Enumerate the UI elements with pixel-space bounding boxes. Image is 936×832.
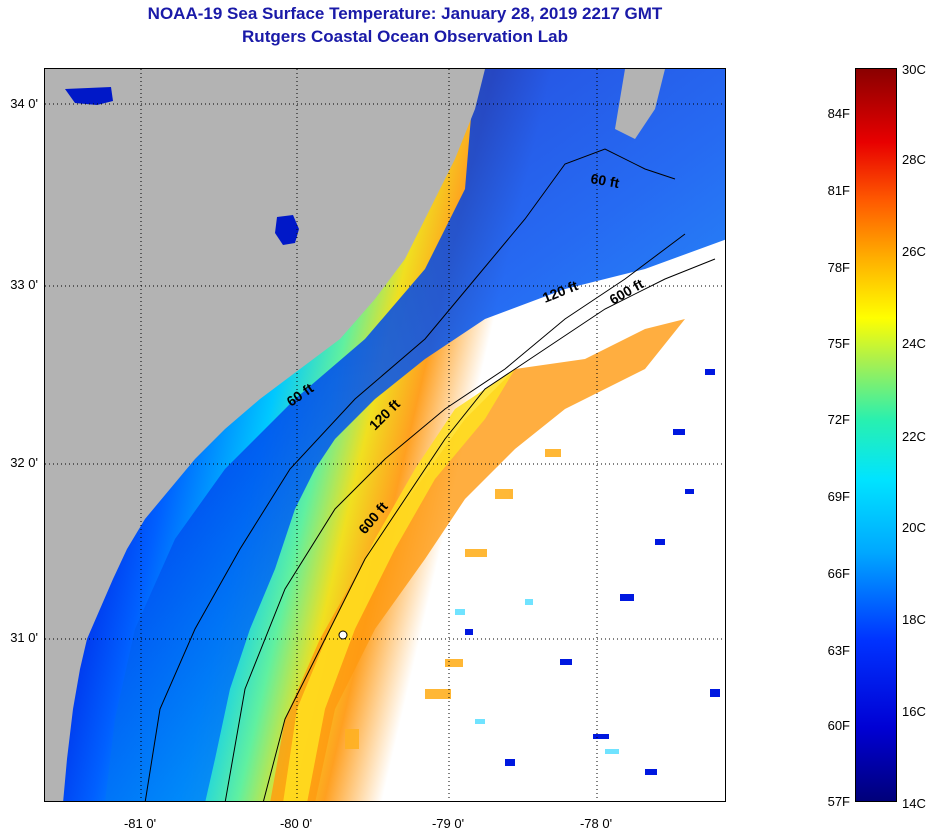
longitude-label-81: -81 0': [123, 816, 157, 831]
isobath-600ft: [263, 258, 716, 801]
latitude-label-31: 31 0': [10, 630, 38, 645]
contour-label-60ft-north: 60 ft: [589, 170, 620, 191]
colorbar-f-63: 63F: [827, 643, 850, 658]
colorbar-f-78: 78F: [827, 260, 850, 275]
longitude-label-80: -80 0': [279, 816, 313, 831]
colorbar-f-60: 60F: [827, 718, 850, 733]
land: [45, 69, 485, 801]
colorbar-f-81: 81F: [827, 183, 850, 198]
longitude-label-78: -78 0': [579, 816, 613, 831]
longitude-label-79: -79 0': [431, 816, 465, 831]
colorbar-c-20: 20C: [902, 520, 926, 535]
colorbar-f-57: 57F: [827, 794, 850, 809]
isobath-lines: [144, 148, 716, 801]
station-marker[interactable]: [338, 630, 348, 640]
isobath-120ft: [224, 233, 686, 801]
colorbar-f-66: 66F: [827, 566, 850, 581]
shelf-water: [105, 69, 725, 801]
isobath-60ft: [144, 148, 676, 801]
gulf-stream-edge: [283, 369, 515, 801]
colorbar-c-28: 28C: [902, 152, 926, 167]
colorbar-c-26: 26C: [902, 244, 926, 259]
colorbar-c-24: 24C: [902, 336, 926, 351]
colorbar-c-22: 22C: [902, 429, 926, 444]
colorbar-f-84: 84F: [827, 106, 850, 121]
colorbar-c-18: 18C: [902, 612, 926, 627]
sst-map[interactable]: 60 ft 60 ft 120 ft 120 ft 600 ft 600 ft: [44, 68, 726, 802]
map-subtitle: Rutgers Coastal Ocean Observation Lab: [242, 27, 568, 46]
inland-lake: [275, 215, 299, 245]
colorbar-f-72: 72F: [827, 412, 850, 427]
latitude-label-33: 33 0': [10, 277, 38, 292]
map-title: NOAA-19 Sea Surface Temperature: January…: [147, 4, 663, 23]
latitude-label-34: 34 0': [10, 96, 38, 111]
sst-map-canvas: 60 ft 60 ft 120 ft 120 ft 600 ft 600 ft: [45, 69, 725, 801]
lat-lon-grid: [45, 69, 725, 801]
colorbar-f-75: 75F: [827, 336, 850, 351]
latitude-label-32: 32 0': [10, 455, 38, 470]
inland-river: [65, 87, 113, 105]
land-cape: [615, 69, 665, 139]
temperature-colorbar: [855, 68, 897, 802]
cool-patches: [455, 599, 619, 754]
warm-patches: [345, 449, 561, 749]
cloud-patches: [465, 369, 720, 775]
colorbar-c-16: 16C: [902, 704, 926, 719]
colorbar-c-14: 14C: [902, 796, 926, 811]
colorbar-f-69: 69F: [827, 489, 850, 504]
colorbar-c-30: 30C: [902, 62, 926, 77]
